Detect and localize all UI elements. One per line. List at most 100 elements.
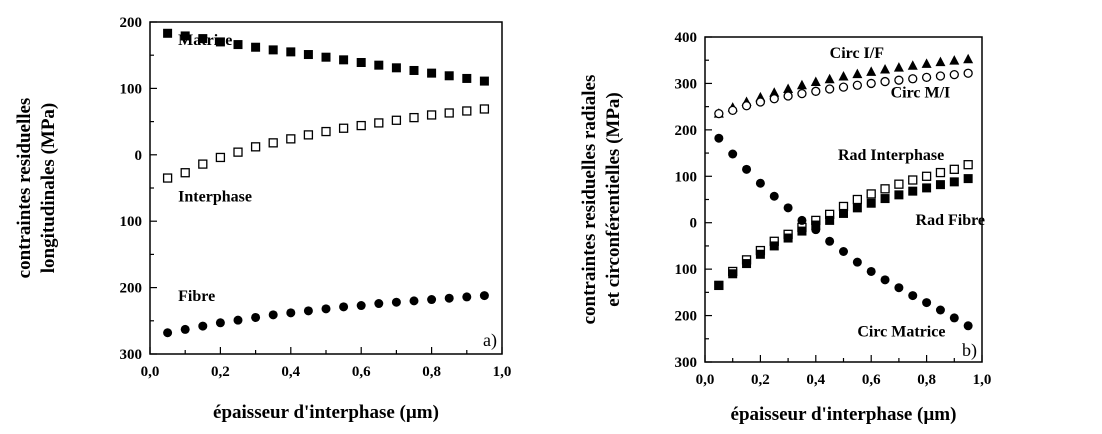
data-point: [742, 259, 752, 269]
y-axis-title-line: contraintes residuelles radiales: [579, 75, 600, 325]
series-label: Circ I/F: [830, 45, 885, 62]
data-point: [839, 247, 848, 256]
data-point: [714, 133, 724, 143]
data-point: [852, 194, 862, 205]
y-tick-label: 400: [675, 30, 698, 46]
data-point: [233, 147, 243, 157]
data-point: [769, 241, 779, 251]
data-point: [180, 31, 190, 41]
data-point: [894, 190, 904, 200]
series-interphase: [162, 104, 490, 183]
data-point: [894, 283, 904, 293]
data-point: [963, 174, 973, 184]
data-point: [321, 126, 331, 137]
x-tick-label: 0,6: [352, 364, 371, 380]
data-point: [286, 134, 296, 144]
data-point: [462, 292, 472, 302]
x-tick-label: 0,4: [806, 372, 825, 388]
data-point: [303, 130, 314, 140]
data-point: [755, 97, 766, 107]
series-label: Circ M/I: [891, 84, 951, 101]
panel-label: b): [962, 340, 977, 361]
data-point: [949, 177, 959, 187]
data-point: [880, 184, 890, 194]
data-point: [444, 293, 454, 303]
data-point: [866, 266, 876, 276]
data-point: [321, 304, 331, 314]
data-point: [374, 299, 384, 309]
data-point: [922, 183, 932, 193]
data-point: [426, 110, 437, 120]
data-point: [479, 104, 490, 114]
data-point: [233, 315, 243, 325]
data-point: [391, 63, 401, 73]
y-tick-label: 0: [135, 148, 143, 164]
data-point: [728, 149, 738, 159]
x-tick-label: 1,0: [973, 372, 992, 388]
data-point: [163, 328, 173, 338]
data-point: [356, 301, 366, 311]
data-point: [796, 79, 807, 90]
data-point: [949, 69, 959, 80]
data-point: [198, 321, 208, 331]
x-tick-label: 0,8: [422, 364, 441, 380]
y-tick-label: 200: [675, 123, 698, 139]
data-point: [825, 236, 835, 246]
data-point: [462, 73, 472, 83]
data-point: [949, 313, 959, 323]
data-point: [444, 108, 454, 118]
data-point: [356, 58, 366, 68]
data-point: [797, 88, 807, 99]
series-matrice: [163, 28, 489, 86]
data-point: [769, 87, 780, 97]
data-point: [755, 249, 765, 259]
y-tick-label: 100: [120, 214, 143, 230]
data-point: [163, 28, 173, 38]
data-point: [769, 191, 779, 201]
y-axis-title-line: et circonférentielles (MPa): [603, 92, 624, 307]
data-point: [286, 308, 296, 318]
data-point: [321, 52, 331, 62]
data-point: [728, 105, 738, 116]
y-axis-title-line: contraintes residuelles: [14, 98, 35, 279]
y-tick-label: 300: [675, 76, 698, 92]
data-point: [409, 65, 419, 75]
data-point: [783, 91, 793, 101]
data-point: [215, 152, 226, 163]
data-point: [479, 76, 489, 86]
data-point: [338, 123, 349, 133]
data-point: [852, 257, 862, 267]
x-tick-label: 0,0: [696, 372, 715, 388]
series-label: Rad Fibre: [916, 212, 985, 229]
series-label: Circ Matrice: [857, 323, 945, 340]
data-point: [374, 118, 384, 128]
y-tick-label: 200: [120, 15, 143, 31]
x-axis-title: épaisseur d'interphase (µm): [213, 402, 439, 423]
y-tick-label: 100: [675, 262, 698, 278]
data-point: [742, 164, 752, 174]
data-point: [963, 53, 974, 64]
data-point: [811, 225, 821, 235]
data-point: [908, 74, 918, 84]
data-point: [339, 55, 349, 65]
data-point: [894, 75, 904, 85]
data-point: [935, 167, 946, 178]
data-point: [880, 76, 890, 87]
data-point: [963, 160, 973, 170]
data-point: [286, 47, 296, 57]
data-point: [180, 324, 190, 334]
data-point: [162, 173, 173, 183]
data-point: [935, 71, 946, 81]
y-tick-label: 200: [675, 309, 698, 325]
data-point: [935, 56, 946, 67]
series-circ-matrice: [714, 133, 973, 331]
data-point: [797, 215, 807, 225]
data-point: [374, 60, 384, 70]
data-point: [866, 78, 876, 89]
data-point: [251, 42, 261, 52]
x-tick-label: 0,2: [751, 372, 770, 388]
data-point: [963, 68, 973, 78]
data-point: [783, 203, 793, 213]
data-point: [935, 180, 945, 190]
data-point: [810, 76, 821, 87]
